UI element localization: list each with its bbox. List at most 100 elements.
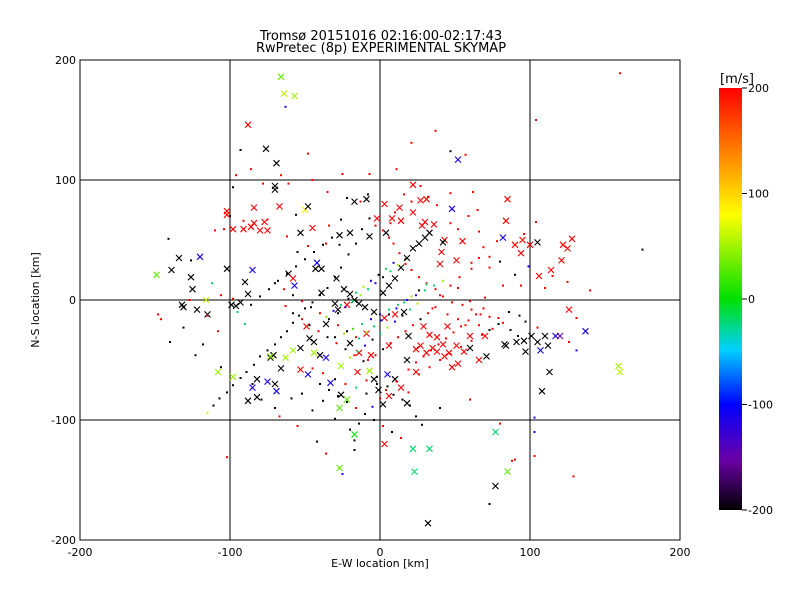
data-point-dot (352, 300, 354, 303)
data-point-cross (361, 303, 369, 311)
data-point-cross (391, 311, 399, 318)
data-point-dot (488, 255, 491, 258)
data-point-dot (508, 311, 510, 313)
data-point-dot (340, 266, 342, 269)
data-point-dot (470, 308, 473, 311)
data-point-dot (389, 270, 392, 273)
data-point-dot (518, 314, 521, 317)
data-point-dot (434, 288, 437, 291)
data-point-cross (375, 386, 382, 394)
data-point-cross (273, 159, 280, 167)
data-point-dot (449, 222, 452, 225)
x-axis-label: E-W location [km] (331, 557, 429, 570)
data-point-dot (388, 236, 390, 239)
data-point-cross (189, 285, 196, 293)
data-point-dot (412, 324, 414, 327)
data-point-cross (232, 302, 240, 310)
data-point-cross (403, 356, 411, 364)
data-point-cross (267, 354, 274, 361)
data-point-dot (376, 375, 378, 378)
data-point-dot (460, 345, 462, 348)
data-point-cross (459, 237, 466, 245)
data-point-dot (544, 287, 546, 289)
data-point-dot (374, 354, 377, 357)
data-point-dot (206, 314, 209, 317)
data-point-dot (404, 258, 407, 261)
data-point-dot (467, 215, 470, 217)
data-point-dot (478, 324, 480, 327)
data-point-dot (292, 312, 294, 315)
data-point-cross (388, 215, 396, 222)
data-point-dot (404, 330, 407, 333)
data-point-dot (479, 313, 482, 316)
data-point-dot (442, 295, 444, 298)
data-point-dot (395, 307, 398, 310)
data-point-dot (481, 333, 483, 336)
data-point-cross (336, 231, 343, 239)
data-point-cross (264, 378, 271, 385)
data-point-dot (449, 192, 452, 195)
data-point-cross (426, 331, 433, 339)
data-point-dot (401, 314, 404, 317)
data-point-cross (568, 235, 576, 243)
data-point-dot (424, 289, 426, 292)
data-point-cross (202, 296, 210, 304)
data-point-dot (410, 141, 413, 144)
data-point-dot (404, 263, 407, 265)
data-point-dot (307, 245, 309, 247)
data-point-dot (575, 349, 578, 352)
data-point-cross (582, 327, 589, 335)
data-point-cross (322, 354, 330, 361)
data-point-cross (511, 241, 519, 249)
data-point-dot (394, 211, 396, 214)
data-point-dot (286, 330, 288, 333)
data-point-dot (337, 324, 339, 327)
data-point-dot (316, 440, 318, 443)
data-point-dot (535, 119, 537, 121)
data-point-dot (259, 295, 261, 298)
data-point-dot (566, 281, 569, 283)
data-point-cross (346, 229, 354, 237)
data-point-cross (534, 338, 541, 346)
data-point-dot (274, 282, 276, 285)
data-point-dot (341, 173, 344, 175)
data-point-dot (434, 129, 437, 132)
y-tick-label: 0 (69, 294, 76, 307)
data-point-cross (373, 215, 381, 222)
data-point-cross (385, 392, 393, 400)
data-point-dot (514, 458, 516, 461)
data-point-dot (458, 276, 461, 279)
data-point-cross (367, 351, 375, 359)
data-point-cross (502, 217, 510, 225)
data-point-dot (536, 326, 539, 329)
colorbar-tick-label: 0 (748, 293, 755, 306)
data-point-dot (374, 282, 377, 285)
data-point-dot (362, 285, 365, 288)
data-point-cross (384, 371, 391, 378)
data-point-dot (482, 307, 485, 310)
data-point-dot (341, 473, 344, 475)
data-point-cross (366, 367, 373, 375)
data-point-cross (313, 259, 321, 267)
data-point-dot (401, 398, 404, 401)
chart-subtitle: RwPretec (8p) EXPERIMENTAL SKYMAP (256, 41, 506, 56)
x-tick-label: -100 (218, 546, 243, 559)
data-point-dot (524, 320, 527, 323)
data-point-cross (441, 353, 448, 360)
data-point-dot (332, 309, 335, 312)
data-point-dot (334, 276, 336, 279)
data-point-cross (271, 380, 279, 388)
data-point-dot (434, 306, 437, 309)
data-point-dot (226, 391, 228, 394)
colorbar-tick-label: 100 (748, 188, 769, 201)
data-point-cross (405, 332, 412, 340)
data-point-cross (411, 468, 418, 475)
data-point-dot (290, 397, 293, 400)
data-point-dot (280, 336, 282, 339)
data-point-dot (218, 397, 221, 400)
data-point-dot (365, 392, 368, 395)
data-point-cross (412, 345, 420, 353)
data-point-dot (407, 368, 410, 371)
data-point-dot (239, 149, 242, 151)
data-point-dot (472, 191, 474, 193)
